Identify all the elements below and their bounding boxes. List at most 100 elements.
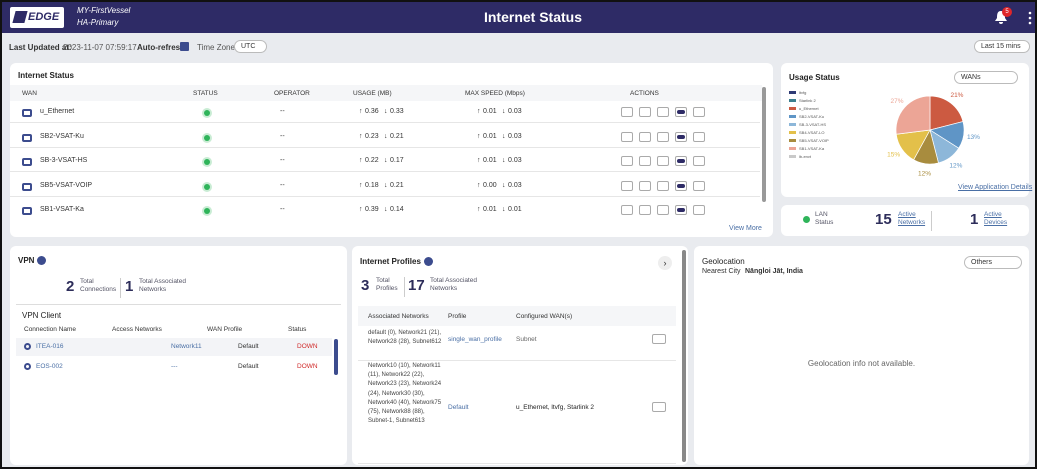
time-zone-select[interactable]: UTC — [234, 40, 267, 53]
speed-up: 0.01 — [483, 108, 497, 115]
wan-icon — [22, 134, 32, 142]
legend-label: SB1-VSAT-Ka — [799, 146, 825, 151]
arrow-down: ↓ — [502, 133, 506, 140]
geolocation-panel: Geolocation Nearest City Nāngloi Jāt, In… — [694, 246, 1029, 465]
cell[interactable]: Default — [448, 404, 469, 411]
networks-label[interactable]: Active Networks — [898, 211, 928, 227]
wan-name: SB1-VSAT-Ka — [40, 206, 84, 213]
slice-label: 12% — [918, 171, 931, 178]
action-button[interactable] — [657, 107, 669, 117]
column-header: WAN Profile — [207, 326, 242, 333]
wan-icon — [22, 109, 32, 117]
profiles-panel: Internet Profiles › 3 Total Profiles 17 … — [352, 246, 688, 465]
info-icon[interactable] — [37, 256, 46, 265]
action-button[interactable] — [621, 156, 633, 166]
usage-up: 0.39 — [365, 206, 379, 213]
column-header: Access Networks — [112, 326, 162, 333]
stats-panel: LAN Status 15 Active Networks 1 Active D… — [781, 205, 1029, 236]
row-separator — [10, 147, 760, 148]
row-separator — [358, 360, 676, 361]
action-button[interactable] — [693, 181, 705, 191]
devices-count: 1 — [970, 211, 978, 228]
title-text: VPN — [18, 256, 34, 265]
logo[interactable]: EDGE — [10, 7, 64, 28]
toggle-button[interactable] — [675, 156, 687, 166]
auto-refresh-checkbox[interactable] — [180, 42, 189, 51]
speed-up: 0.01 — [483, 206, 497, 213]
cell: u_Ethernet, ltvfg, Starlink 2 — [516, 404, 594, 411]
arrow-up: ↑ — [477, 108, 481, 115]
time-zone-label: Time Zone — [197, 43, 235, 52]
action-button[interactable] — [657, 205, 669, 215]
action-button[interactable] — [693, 205, 705, 215]
toggle-button[interactable] — [675, 132, 687, 142]
action-button[interactable] — [639, 107, 651, 117]
action-button[interactable] — [693, 156, 705, 166]
status-dot — [204, 110, 210, 116]
status-dot — [204, 208, 210, 214]
separator — [16, 304, 341, 305]
action-button[interactable] — [639, 205, 651, 215]
menu-icon[interactable] — [1028, 11, 1032, 25]
action-button[interactable] — [652, 334, 666, 344]
action-button[interactable] — [657, 156, 669, 166]
action-button[interactable] — [657, 181, 669, 191]
wan-icon — [22, 183, 32, 191]
connections-label: Total Connections — [80, 278, 116, 294]
speed-down: 0.03 — [508, 182, 522, 189]
action-button[interactable] — [652, 402, 666, 412]
action-button[interactable] — [621, 205, 633, 215]
action-button[interactable] — [621, 132, 633, 142]
cell[interactable]: single_wan_profile — [448, 336, 502, 343]
cell[interactable]: EOS-002 — [36, 363, 63, 370]
cell: DOWN — [297, 343, 318, 350]
column-header: USAGE (MB) — [353, 90, 392, 97]
legend-label: Starlink 2 — [799, 98, 816, 103]
wan-icon — [22, 207, 32, 215]
geo-select[interactable]: Others — [964, 256, 1022, 269]
toggle-button[interactable] — [675, 107, 687, 117]
header: EDGE MY-FirstVessel HA-Primary Internet … — [2, 2, 1035, 33]
usage-down: 0.17 — [390, 157, 404, 164]
cell: DOWN — [297, 363, 318, 370]
cell[interactable]: ITEA-016 — [36, 343, 63, 350]
divider — [120, 278, 121, 298]
details-link[interactable]: View Application Details — [958, 184, 1032, 191]
internet-status-panel: Internet Status View More WANSTATUSOPERA… — [10, 63, 773, 237]
action-button[interactable] — [621, 107, 633, 117]
devices-label[interactable]: Active Devices — [984, 211, 1012, 227]
toggle-button[interactable] — [675, 181, 687, 191]
speed-up: 0.01 — [483, 157, 497, 164]
row-separator — [358, 463, 676, 464]
networks-label: Total Associated Networks — [139, 278, 189, 294]
action-button[interactable] — [693, 107, 705, 117]
scrollbar[interactable] — [762, 87, 766, 202]
divider — [404, 277, 405, 297]
site-name: HA-Primary — [77, 18, 118, 27]
action-button[interactable] — [621, 181, 633, 191]
action-button[interactable] — [693, 132, 705, 142]
legend-swatch — [789, 155, 796, 158]
profiles-count: 3 — [361, 277, 369, 294]
scrollbar[interactable] — [682, 250, 686, 462]
cell: Default — [238, 343, 259, 350]
arrow-up: ↑ — [359, 182, 363, 189]
toggle-button[interactable] — [675, 205, 687, 215]
action-button[interactable] — [657, 132, 669, 142]
wan-name: SB2-VSAT-Ku — [40, 133, 84, 140]
range-select[interactable]: Last 15 mins — [974, 40, 1030, 53]
action-button[interactable] — [639, 156, 651, 166]
column-header: Status — [288, 326, 306, 333]
profiles-label: Total Profiles — [376, 277, 402, 293]
scrollbar[interactable] — [334, 339, 338, 375]
info-icon[interactable] — [424, 257, 433, 266]
action-button[interactable] — [639, 181, 651, 191]
column-header: MAX SPEED (Mbps) — [465, 90, 525, 97]
client-title: VPN Client — [22, 311, 61, 320]
action-button[interactable] — [639, 132, 651, 142]
status-dot — [204, 135, 210, 141]
cell: Subnet — [516, 336, 537, 343]
next-button[interactable]: › — [658, 256, 672, 270]
arrow-down: ↓ — [502, 206, 506, 213]
view-more[interactable]: View More — [729, 225, 762, 232]
